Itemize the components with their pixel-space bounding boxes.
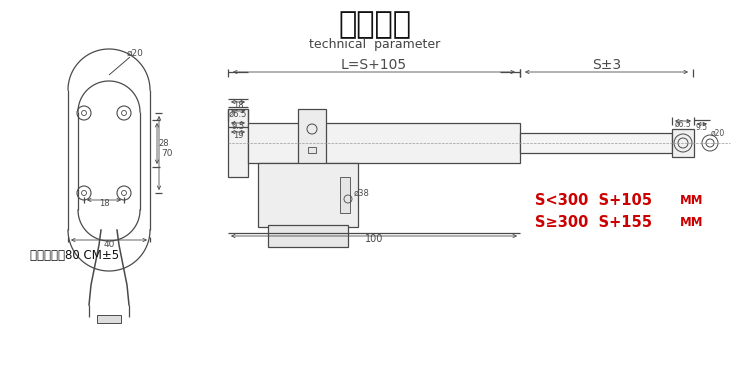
Text: ø6.5: ø6.5 bbox=[229, 109, 248, 119]
Text: 100: 100 bbox=[364, 234, 383, 244]
Text: S<300  S+105: S<300 S+105 bbox=[535, 192, 652, 208]
Text: MM: MM bbox=[680, 194, 703, 206]
Text: S±3: S±3 bbox=[592, 58, 622, 72]
Text: ø20: ø20 bbox=[127, 49, 143, 57]
Text: 9.5: 9.5 bbox=[696, 122, 708, 132]
Text: 18: 18 bbox=[232, 100, 243, 109]
Text: 40: 40 bbox=[104, 239, 115, 248]
Bar bbox=[308, 147, 316, 153]
Bar bbox=[97, 315, 121, 323]
Text: ø20: ø20 bbox=[711, 129, 725, 137]
Text: 19: 19 bbox=[232, 131, 243, 139]
Text: MM: MM bbox=[680, 216, 703, 229]
Bar bbox=[268, 225, 348, 247]
Bar bbox=[520, 133, 672, 153]
Text: 18: 18 bbox=[99, 199, 109, 208]
Text: ø38: ø38 bbox=[354, 189, 370, 198]
Text: 9.5: 9.5 bbox=[232, 122, 244, 131]
Text: technical  parameter: technical parameter bbox=[309, 37, 440, 50]
Text: 引线总长度80 CM±5: 引线总长度80 CM±5 bbox=[30, 248, 119, 261]
Text: L=S+105: L=S+105 bbox=[341, 58, 407, 72]
Bar bbox=[672, 129, 694, 157]
Text: 70: 70 bbox=[161, 149, 172, 157]
Text: ø6.5: ø6.5 bbox=[674, 119, 692, 129]
Text: S≥300  S+155: S≥300 S+155 bbox=[535, 214, 652, 229]
Bar bbox=[228, 109, 248, 177]
Text: 28: 28 bbox=[159, 139, 170, 147]
Bar bbox=[248, 123, 520, 163]
Bar bbox=[258, 163, 358, 227]
Bar bbox=[298, 109, 326, 177]
Bar bbox=[340, 177, 350, 213]
Text: 技术参数: 技术参数 bbox=[338, 10, 412, 40]
